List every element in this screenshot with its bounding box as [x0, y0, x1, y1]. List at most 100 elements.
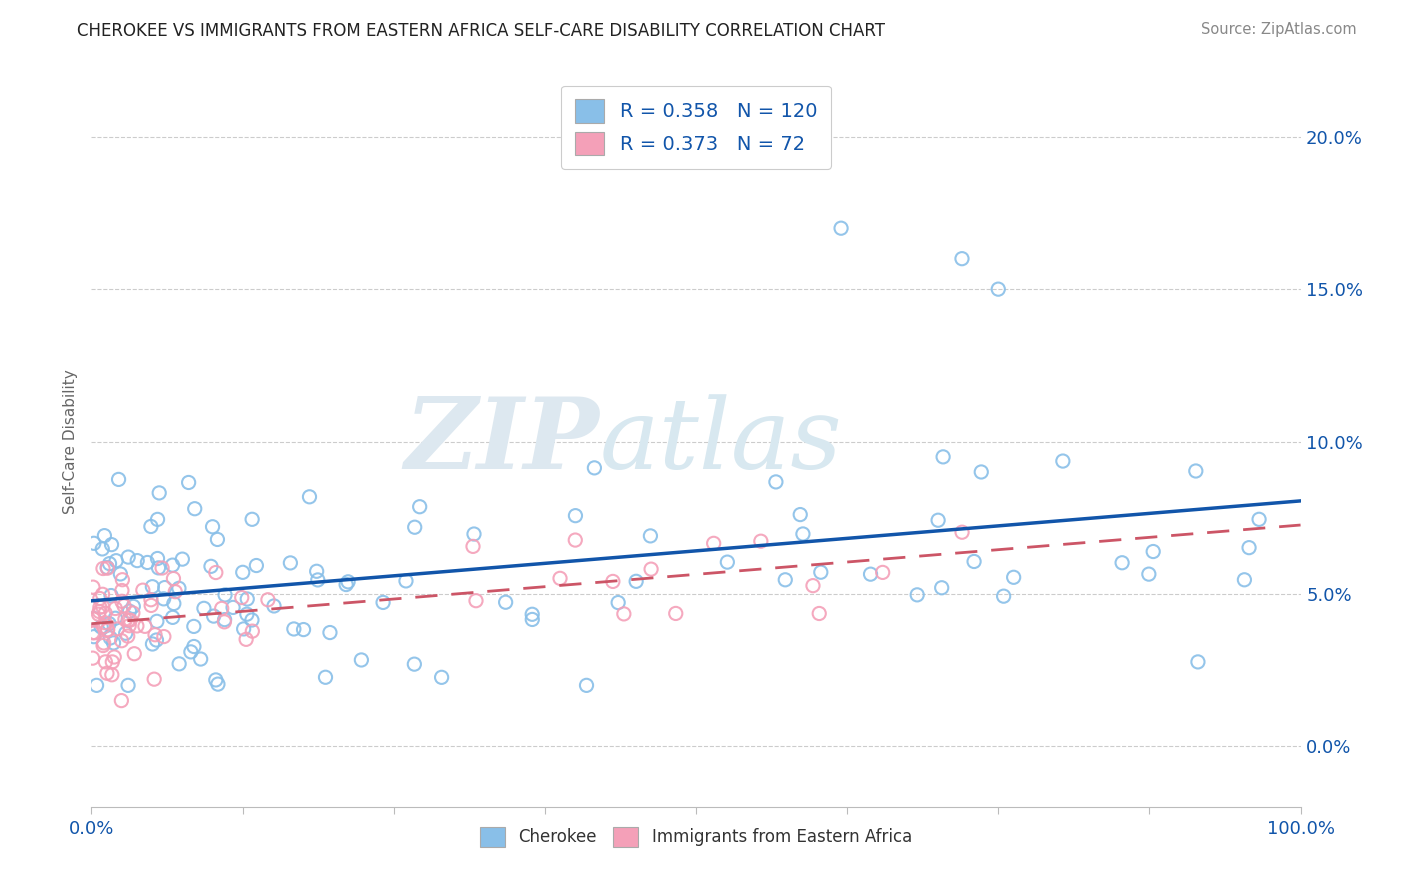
Point [564, 533, 586, 547]
Point [235, 632, 257, 647]
Point [749, 534, 772, 549]
Text: atlas: atlas [599, 394, 842, 489]
Point [86, 678, 108, 692]
Point [103, 636, 125, 650]
Point [607, 596, 630, 610]
Point [932, 450, 955, 464]
Text: CHEROKEE VS IMMIGRANTS FROM EASTERN AFRICA SELF-CARE DISABILITY CORRELATION CHAR: CHEROKEE VS IMMIGRANTS FROM EASTERN AFRI… [77, 22, 886, 40]
Point [110, 633, 132, 648]
Point [96, 666, 118, 681]
Point [177, 475, 200, 490]
Point [143, 672, 166, 686]
Point [703, 536, 725, 550]
Point [87, 607, 110, 622]
Point [408, 500, 430, 514]
Point [162, 558, 184, 573]
Point [114, 626, 136, 640]
Point [214, 613, 236, 627]
Point [307, 573, 329, 587]
Point [810, 566, 832, 580]
Point [83, 611, 105, 625]
Point [236, 607, 259, 622]
Point [82, 580, 104, 594]
Point [214, 615, 236, 629]
Point [89, 591, 111, 606]
Point [404, 657, 426, 672]
Point [98, 631, 121, 645]
Point [283, 622, 305, 636]
Point [201, 520, 224, 534]
Point [872, 566, 894, 580]
Point [146, 512, 169, 526]
Point [82, 625, 104, 640]
Point [107, 622, 129, 636]
Point [125, 619, 148, 633]
Point [82, 612, 104, 626]
Point [91, 561, 114, 575]
Point [167, 582, 190, 596]
Point [122, 599, 145, 614]
Point [153, 581, 176, 595]
Point [970, 465, 993, 479]
Point [111, 583, 134, 598]
Point [640, 529, 662, 543]
Point [143, 628, 166, 642]
Point [150, 561, 173, 575]
Point [583, 461, 606, 475]
Point [987, 282, 1010, 296]
Point [111, 573, 134, 587]
Point [1142, 544, 1164, 558]
Point [463, 527, 485, 541]
Point [121, 606, 143, 620]
Point [214, 588, 236, 602]
Point [1052, 454, 1074, 468]
Point [830, 221, 852, 235]
Point [522, 612, 544, 626]
Point [120, 613, 142, 627]
Point [245, 558, 267, 573]
Point [211, 601, 233, 615]
Point [114, 612, 136, 626]
Y-axis label: Self-Care Disability: Self-Care Disability [63, 369, 79, 514]
Point [139, 519, 162, 533]
Point [905, 588, 928, 602]
Point [100, 538, 122, 552]
Point [93, 636, 115, 650]
Legend: Cherokee, Immigrants from Eastern Africa: Cherokee, Immigrants from Eastern Africa [474, 820, 918, 854]
Point [183, 619, 205, 633]
Point [117, 550, 139, 565]
Point [202, 609, 225, 624]
Point [104, 611, 127, 625]
Point [146, 551, 169, 566]
Point [640, 562, 662, 576]
Point [124, 647, 146, 661]
Point [89, 605, 111, 619]
Point [105, 554, 128, 568]
Point [236, 592, 259, 607]
Point [859, 567, 882, 582]
Point [222, 600, 245, 615]
Point [371, 595, 394, 609]
Point [350, 653, 373, 667]
Point [461, 540, 484, 554]
Point [117, 678, 139, 692]
Point [789, 508, 811, 522]
Point [100, 589, 122, 603]
Point [465, 593, 488, 607]
Point [522, 607, 544, 622]
Point [127, 553, 149, 567]
Point [132, 583, 155, 598]
Point [91, 541, 114, 556]
Point [110, 693, 132, 707]
Point [993, 589, 1015, 603]
Point [98, 616, 121, 631]
Point [950, 252, 973, 266]
Point [1237, 541, 1260, 555]
Point [148, 486, 170, 500]
Point [337, 574, 360, 589]
Point [139, 592, 162, 607]
Point [117, 629, 139, 643]
Point [602, 574, 624, 589]
Point [172, 552, 194, 566]
Point [1111, 556, 1133, 570]
